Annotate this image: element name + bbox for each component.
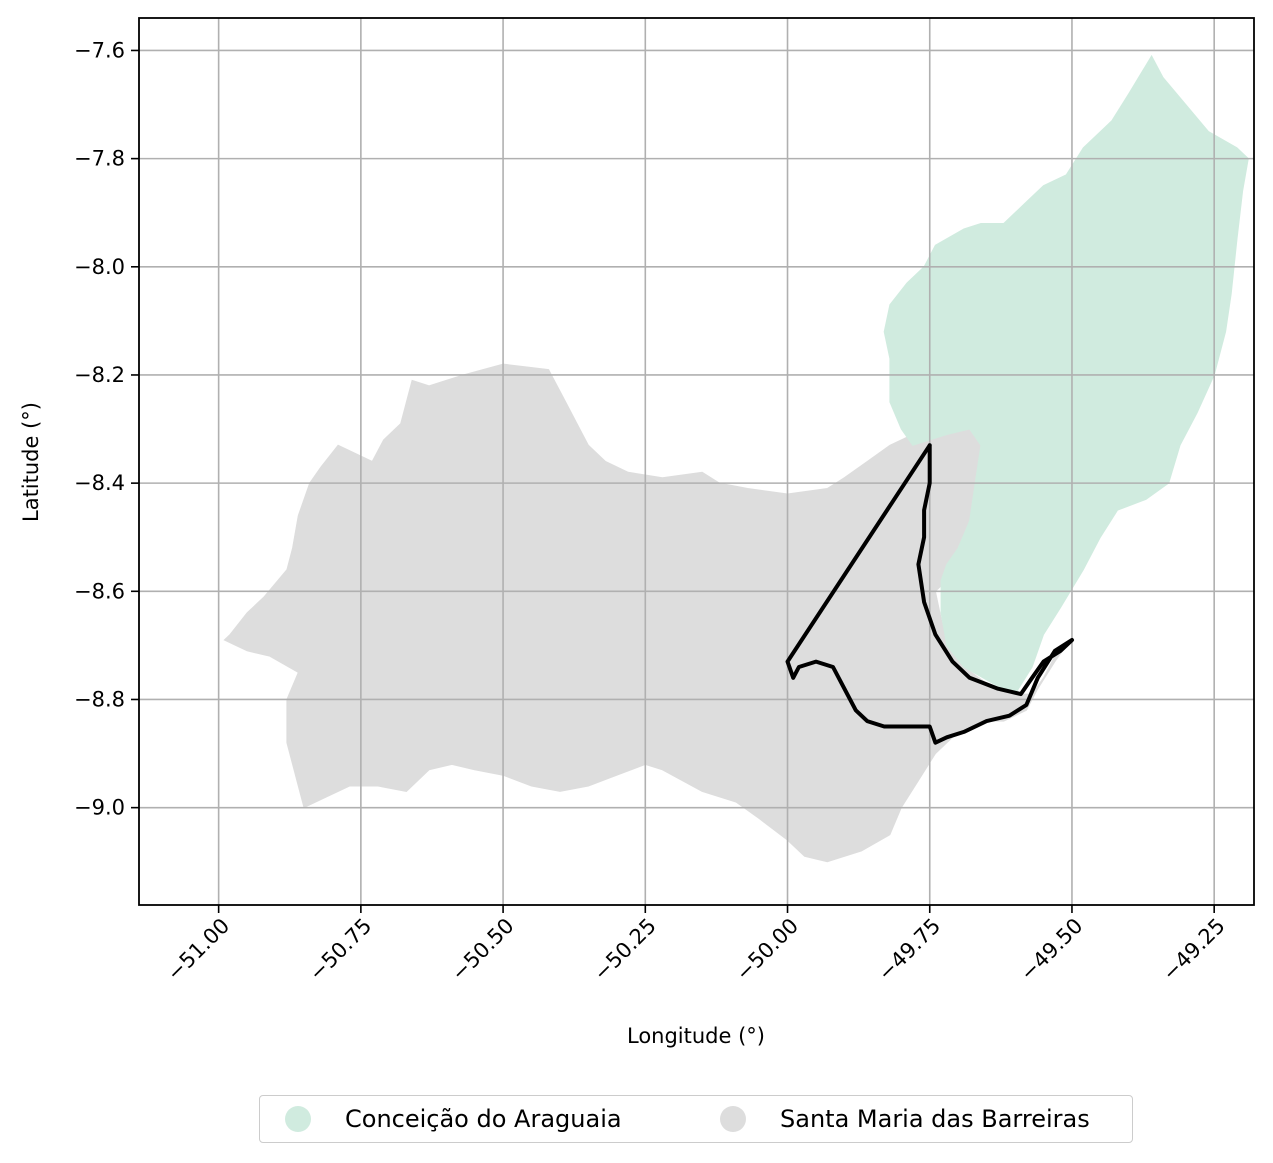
x-tick-label-6: −49.50 (1016, 914, 1088, 986)
x-tick-label-3: −50.25 (589, 914, 661, 986)
legend-label-santa-maria: Santa Maria das Barreiras (780, 1105, 1090, 1133)
x-axis-ticks: −51.00 −50.75 −50.50 −50.25 −50.00 −49.75 −49.… (162, 905, 1230, 986)
y-axis-ticks: −7.6 −7.8 −8.0 −8.2 −8.4 −8.6 −8.8 −9.0 (74, 38, 139, 820)
legend: Conceição do Araguaia Santa Maria das Ba… (259, 1095, 1133, 1143)
y-tick-label-4: −8.4 (74, 471, 125, 495)
legend-item-conceicao: Conceição do Araguaia (285, 1096, 622, 1142)
legend-label-conceicao: Conceição do Araguaia (345, 1105, 622, 1133)
y-tick-label-5: −8.6 (74, 579, 125, 603)
x-axis-title: Longitude (°) (627, 1024, 765, 1048)
legend-item-santa-maria: Santa Maria das Barreiras (720, 1096, 1090, 1142)
y-tick-label-3: −8.2 (74, 363, 125, 387)
x-tick-label-1: −50.75 (304, 914, 376, 986)
legend-swatch-conceicao-icon (285, 1106, 311, 1132)
plot-frame (138, 17, 1255, 906)
x-tick-label-4: −50.00 (731, 914, 803, 986)
x-tick-label-2: −50.50 (447, 914, 519, 986)
x-tick-label-0: −51.00 (162, 914, 234, 986)
y-tick-label-1: −7.8 (74, 147, 125, 171)
boundary-outline (785, 443, 1074, 745)
legend-swatch-santa-maria-icon (720, 1106, 746, 1132)
y-axis-title: Latitude (°) (19, 402, 43, 522)
y-tick-label-7: −9.0 (74, 796, 125, 820)
x-tick-label-7: −49.25 (1158, 914, 1230, 986)
x-tick-label-5: −49.75 (873, 914, 945, 986)
plot-area (138, 17, 1255, 906)
y-tick-label-6: −8.8 (74, 687, 125, 711)
y-tick-label-2: −8.0 (74, 255, 125, 279)
y-tick-label-0: −7.6 (74, 38, 125, 62)
